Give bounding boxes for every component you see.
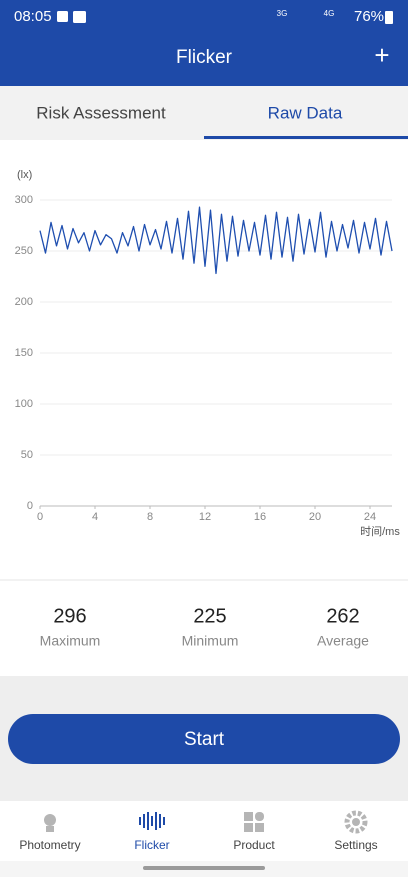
nav-icon	[151, 816, 153, 826]
x-tick-label: 8	[147, 511, 153, 523]
x-tick-label: 4	[92, 511, 98, 523]
stat-label: Maximum	[40, 633, 101, 649]
stat-label: Minimum	[182, 633, 239, 649]
battery-icon	[385, 11, 393, 24]
x-tick-label: 16	[254, 511, 266, 523]
nav-icon	[159, 814, 161, 828]
x-tick-label: 24	[364, 511, 376, 523]
stat-label: Average	[317, 633, 369, 649]
status-icon	[57, 11, 68, 22]
status-icon	[73, 11, 86, 23]
status-network: 4G	[324, 9, 335, 18]
y-tick-label: 150	[15, 347, 33, 359]
stat-value: 262	[326, 605, 359, 627]
y-tick-label: 200	[15, 296, 33, 308]
nav-icon	[255, 812, 264, 821]
nav-label[interactable]: Product	[233, 838, 275, 852]
nav-icon	[139, 817, 141, 825]
nav-icon	[147, 812, 149, 830]
x-axis-label: 时间/ms	[360, 525, 400, 538]
header-title: Flicker	[176, 47, 233, 68]
status-time: 08:05	[14, 8, 52, 25]
nav-icon	[163, 817, 165, 825]
y-tick-label: 100	[15, 398, 33, 410]
nav-icon	[44, 814, 56, 826]
status-network: 3G	[277, 9, 288, 18]
x-tick-label: 20	[309, 511, 321, 523]
nav-icon	[255, 823, 264, 832]
nav-icon	[244, 823, 253, 832]
nav-icon	[143, 814, 145, 828]
nav-label[interactable]: Flicker	[134, 838, 169, 852]
add-button[interactable]: +	[374, 40, 389, 70]
status-battery: 76%	[354, 8, 384, 25]
start-button[interactable]	[8, 714, 400, 764]
tab-bar	[0, 86, 408, 140]
nav-label[interactable]: Photometry	[19, 838, 80, 852]
nav-icon	[344, 810, 368, 834]
tab-label[interactable]: Raw Data	[268, 103, 343, 122]
nav-icon	[352, 818, 360, 826]
nav-icon	[155, 812, 157, 830]
tab-indicator	[204, 136, 408, 139]
y-tick-label: 50	[21, 449, 33, 461]
y-tick-label: 0	[27, 500, 33, 512]
x-tick-label: 12	[199, 511, 211, 523]
x-tick-label: 0	[37, 511, 43, 523]
home-indicator	[143, 866, 265, 870]
y-tick-label: 250	[15, 245, 33, 257]
nav-label[interactable]: Settings	[334, 838, 377, 852]
waveform	[39, 206, 393, 275]
stat-value: 296	[53, 605, 86, 627]
tab-label[interactable]: Risk Assessment	[36, 103, 166, 122]
nav-icon	[46, 826, 54, 832]
y-axis-label: (lx)	[17, 169, 32, 181]
start-label[interactable]: Start	[184, 729, 225, 750]
nav-icon	[244, 812, 253, 821]
stat-value: 225	[193, 605, 226, 627]
y-tick-label: 300	[15, 194, 33, 206]
bottom-nav	[0, 801, 408, 861]
